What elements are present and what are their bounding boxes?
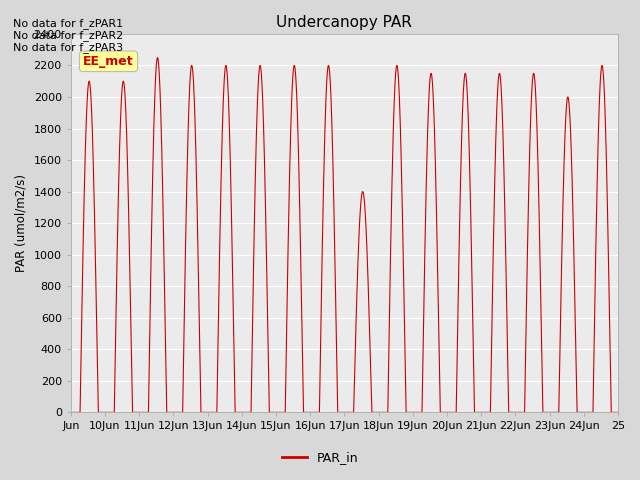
Text: EE_met: EE_met — [83, 55, 134, 68]
Y-axis label: PAR (umol/m2/s): PAR (umol/m2/s) — [15, 174, 28, 272]
Text: No data for f_zPAR3: No data for f_zPAR3 — [13, 42, 123, 53]
Legend: PAR_in: PAR_in — [276, 446, 364, 469]
Text: No data for f_zPAR2: No data for f_zPAR2 — [13, 30, 123, 41]
Title: Undercanopy PAR: Undercanopy PAR — [276, 15, 412, 30]
Text: No data for f_zPAR1: No data for f_zPAR1 — [13, 18, 123, 29]
